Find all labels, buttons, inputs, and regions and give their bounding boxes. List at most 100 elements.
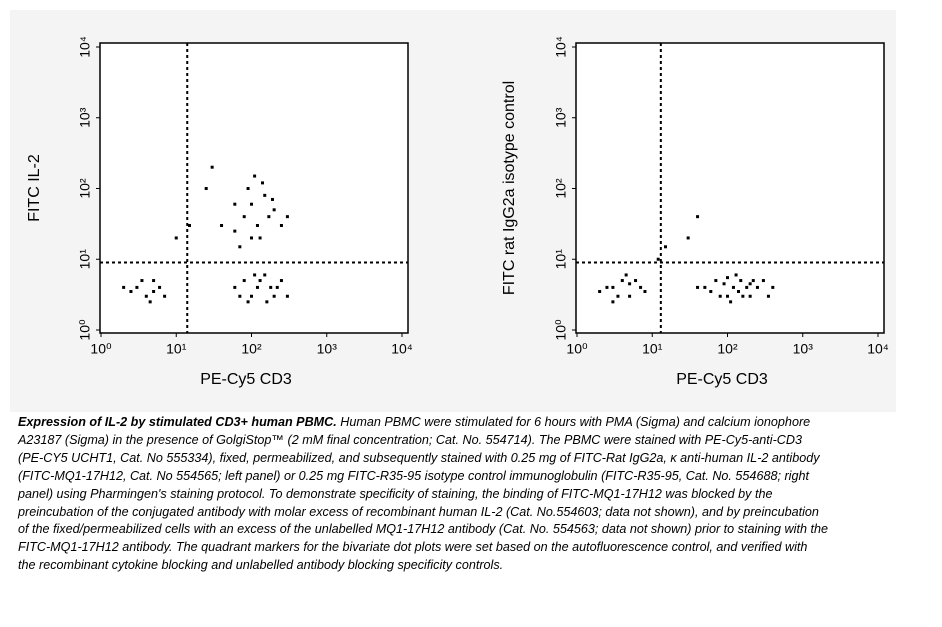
dot bbox=[611, 300, 615, 304]
y-tick-label: 10¹ bbox=[553, 249, 569, 270]
figure: 10⁰ 10¹ 10² 10³ 10⁴ 10⁰ 10¹ 10² 10³ 10⁴ PE-Cy5 CD3… bbox=[10, 10, 896, 412]
x-tick-label: 10³ bbox=[793, 341, 814, 357]
dot bbox=[709, 290, 713, 294]
dot bbox=[696, 285, 700, 289]
dot bbox=[598, 290, 602, 294]
dot bbox=[163, 294, 167, 298]
dot bbox=[745, 285, 749, 289]
dot bbox=[242, 215, 246, 219]
dot bbox=[210, 165, 214, 169]
dot bbox=[263, 273, 267, 277]
x-axis-label: PE-Cy5 CD3 bbox=[676, 371, 768, 388]
y-tick-label: 10⁰ bbox=[77, 319, 93, 341]
dot bbox=[140, 279, 144, 283]
x-tick-label: 10² bbox=[717, 341, 738, 357]
dot bbox=[148, 300, 152, 304]
dot bbox=[755, 285, 759, 289]
dot bbox=[269, 285, 273, 289]
dot bbox=[272, 294, 276, 298]
x-tick-label: 10² bbox=[241, 341, 262, 357]
dot bbox=[748, 294, 752, 298]
dot bbox=[238, 294, 242, 298]
dot bbox=[748, 282, 752, 286]
x-tick-label: 10³ bbox=[317, 341, 338, 357]
dot bbox=[285, 294, 289, 298]
x-tick-label: 10¹ bbox=[642, 341, 663, 357]
dot bbox=[639, 285, 643, 289]
plot-area bbox=[99, 42, 409, 334]
dot bbox=[686, 236, 690, 240]
dot bbox=[643, 290, 647, 294]
y-tick-label: 10⁰ bbox=[553, 319, 569, 341]
dot bbox=[174, 236, 178, 240]
dot bbox=[664, 245, 668, 249]
dot bbox=[766, 294, 770, 298]
y-tick-label: 10² bbox=[77, 178, 93, 199]
dot bbox=[152, 290, 156, 294]
y-tick-label: 10³ bbox=[553, 107, 569, 128]
y-tick-label: 10⁴ bbox=[553, 36, 569, 58]
dot bbox=[267, 215, 271, 219]
dot bbox=[250, 294, 253, 298]
caption-text: Human PBMC were stimulated for 6 hours w… bbox=[18, 415, 828, 573]
dot bbox=[152, 279, 156, 283]
dot bbox=[233, 229, 237, 233]
y-tick-label: 10² bbox=[553, 178, 569, 199]
dot bbox=[611, 285, 615, 289]
x-tick-label: 10⁰ bbox=[90, 341, 112, 357]
dot bbox=[265, 300, 269, 304]
x-tick-label: 10⁴ bbox=[867, 341, 889, 357]
caption-title: Expression of IL-2 by stimulated CD3+ hu… bbox=[18, 415, 337, 429]
dot bbox=[771, 285, 775, 289]
dot bbox=[739, 279, 743, 283]
dot bbox=[204, 187, 208, 190]
dot bbox=[620, 279, 624, 283]
dot bbox=[279, 279, 283, 283]
dot bbox=[233, 202, 237, 206]
dot bbox=[129, 290, 133, 294]
y-axis-label: FITC IL-2 bbox=[26, 154, 43, 222]
dot bbox=[158, 285, 162, 289]
dot bbox=[255, 285, 259, 289]
y-tick-label: 10⁴ bbox=[77, 36, 93, 58]
dot bbox=[726, 276, 729, 280]
dot bbox=[696, 215, 700, 219]
dot bbox=[741, 294, 745, 298]
dot bbox=[279, 223, 283, 227]
dot bbox=[734, 273, 738, 277]
x-tick-label: 10¹ bbox=[166, 341, 187, 357]
dot bbox=[729, 300, 733, 304]
dot bbox=[722, 282, 726, 286]
dot bbox=[726, 294, 729, 298]
dot bbox=[634, 279, 638, 283]
plot-area bbox=[575, 42, 885, 334]
dot bbox=[736, 290, 740, 294]
dot bbox=[246, 300, 250, 304]
dot bbox=[258, 236, 262, 240]
y-tick-label: 10³ bbox=[77, 107, 93, 128]
dot bbox=[263, 193, 267, 197]
dot bbox=[246, 187, 250, 190]
dot bbox=[144, 294, 148, 298]
dot bbox=[260, 181, 264, 185]
dot bbox=[258, 279, 262, 283]
dot bbox=[285, 215, 289, 219]
dot bbox=[751, 279, 755, 283]
caption: Expression of IL-2 by stimulated CD3+ hu… bbox=[18, 414, 828, 575]
dot bbox=[233, 285, 237, 289]
dot bbox=[275, 285, 279, 289]
dot bbox=[272, 208, 276, 212]
dot bbox=[628, 282, 632, 286]
dot bbox=[703, 285, 707, 289]
dot bbox=[220, 223, 224, 227]
dot bbox=[242, 279, 246, 283]
dot bbox=[761, 279, 765, 283]
dot bbox=[605, 285, 609, 289]
dot bbox=[253, 273, 257, 277]
dot bbox=[270, 197, 274, 201]
x-tick-label: 10⁴ bbox=[391, 341, 413, 357]
dot bbox=[238, 245, 242, 249]
y-axis-label: FITC rat IgG2a isotype control bbox=[501, 81, 518, 295]
dot bbox=[714, 279, 718, 283]
